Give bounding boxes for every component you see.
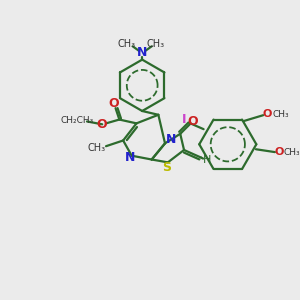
Text: CH₃: CH₃ [118,39,136,50]
Text: N: N [124,151,135,164]
Text: N: N [166,133,176,146]
Text: O: O [274,147,284,157]
Text: N: N [137,46,147,59]
Text: CH₃: CH₃ [146,39,165,50]
Text: O: O [96,118,106,131]
Text: O: O [262,109,272,119]
Text: S: S [162,160,171,174]
Text: CH₂CH₃: CH₂CH₃ [61,116,94,125]
Text: CH₃: CH₃ [284,148,300,157]
Text: O: O [108,97,119,110]
Text: CH₃: CH₃ [88,143,106,153]
Text: CH₃: CH₃ [272,110,289,119]
Text: I: I [182,113,187,126]
Text: H: H [203,155,211,166]
Text: O: O [187,115,198,128]
